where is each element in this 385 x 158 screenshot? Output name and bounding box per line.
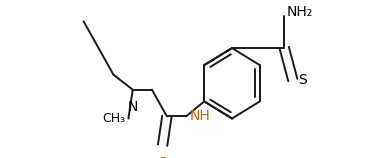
Text: NH₂: NH₂ (286, 5, 313, 19)
Text: CH₃: CH₃ (102, 112, 125, 125)
Text: NH: NH (190, 109, 211, 123)
Text: N: N (127, 100, 138, 114)
Text: O: O (157, 156, 168, 158)
Text: S: S (298, 73, 307, 87)
